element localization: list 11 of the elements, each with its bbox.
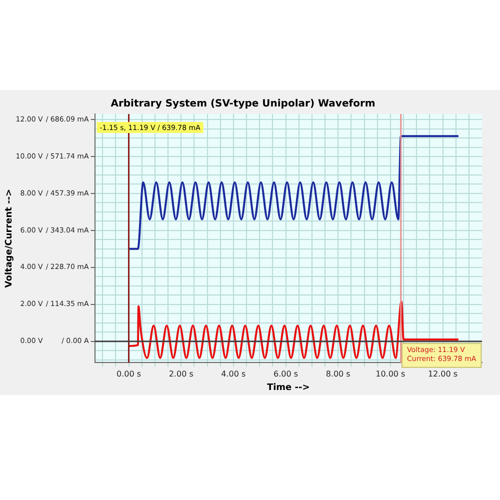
x-tick-label: 4.00 s (221, 369, 246, 378)
y-axis-title: Voltage/Current --> (4, 188, 15, 288)
x-tick-label: 2.00 s (168, 369, 194, 378)
x-tick-label: 0.00 s (116, 369, 142, 378)
x-tick-label: 12.00 s (428, 369, 458, 378)
line-series (128, 135, 460, 250)
x-tick-label: 8.00 s (326, 369, 350, 378)
x-tick-label: 6.00 s (274, 369, 298, 378)
x-axis-title: Time --> (266, 382, 310, 393)
chart-title: Arbitrary System (SV-type Unipolar) Waveform (110, 98, 376, 110)
x-tick-label: 10.00 s (376, 369, 406, 378)
